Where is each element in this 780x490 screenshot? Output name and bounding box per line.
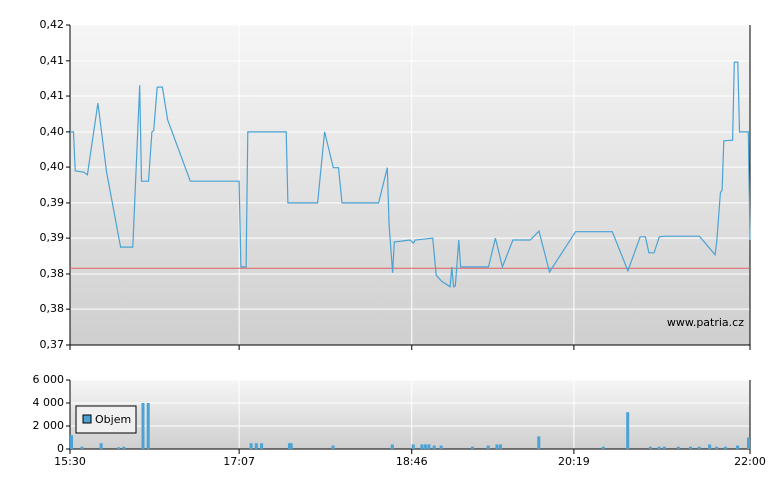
price-line [70,61,751,288]
bar [747,437,750,449]
y-tick-label: 4 000 [33,396,65,409]
bar [146,403,150,449]
x-tick-label: 15:30 [54,455,86,468]
y-tick-label: 0,42 [40,18,65,31]
plot-area [70,25,750,345]
y-tick-label: 0,39 [40,196,65,209]
bar [254,443,258,449]
bar [411,444,415,449]
y-tick-label: 0,40 [40,160,65,173]
bar [117,447,121,449]
bar [289,443,293,449]
bar [662,446,666,449]
plot-area [70,380,750,449]
bar [439,445,443,449]
bar [141,403,145,449]
y-tick-label: 6 000 [33,373,65,386]
bar [657,446,661,449]
bar [626,412,630,449]
y-tick-label: 0,40 [40,125,65,138]
bar [697,446,701,449]
x-tick-label: 20:19 [558,455,590,468]
bar [708,444,712,449]
bar [287,443,291,449]
bar [331,445,335,449]
bar [486,445,490,449]
y-tick-label: 0,39 [40,231,65,244]
bar [688,446,692,449]
y-tick-label: 0,41 [40,54,65,67]
bar [648,446,652,449]
bar [122,446,126,449]
y-tick-label: 2 000 [33,419,65,432]
bar [495,444,499,449]
watermark: www.patria.cz [667,316,744,329]
y-tick-label: 0,38 [40,302,65,315]
bar [432,445,436,449]
y-tick-label: 0 [57,442,64,455]
bar [420,444,424,449]
bar [498,444,502,449]
legend: Objem [75,405,137,434]
bar [423,444,427,449]
bar [601,446,605,449]
bar [249,443,253,449]
bar [676,446,680,449]
bar [471,446,475,449]
bar [99,443,103,449]
x-tick-label: 18:46 [396,455,428,468]
y-tick-label: 0,38 [40,267,65,280]
bar [70,435,73,449]
bar [736,445,740,449]
bar [80,446,84,449]
bar [715,446,719,449]
legend-label: Objem [95,413,131,426]
bar [723,446,727,449]
legend-swatch [82,414,92,424]
bar [427,444,431,449]
bar [260,443,264,449]
y-tick-label: 0,41 [40,89,65,102]
x-tick-label: 22:00 [734,455,766,468]
x-tick-label: 17:07 [223,455,255,468]
bar [390,444,394,449]
y-tick-label: 0,37 [40,338,65,351]
bar [537,436,541,449]
